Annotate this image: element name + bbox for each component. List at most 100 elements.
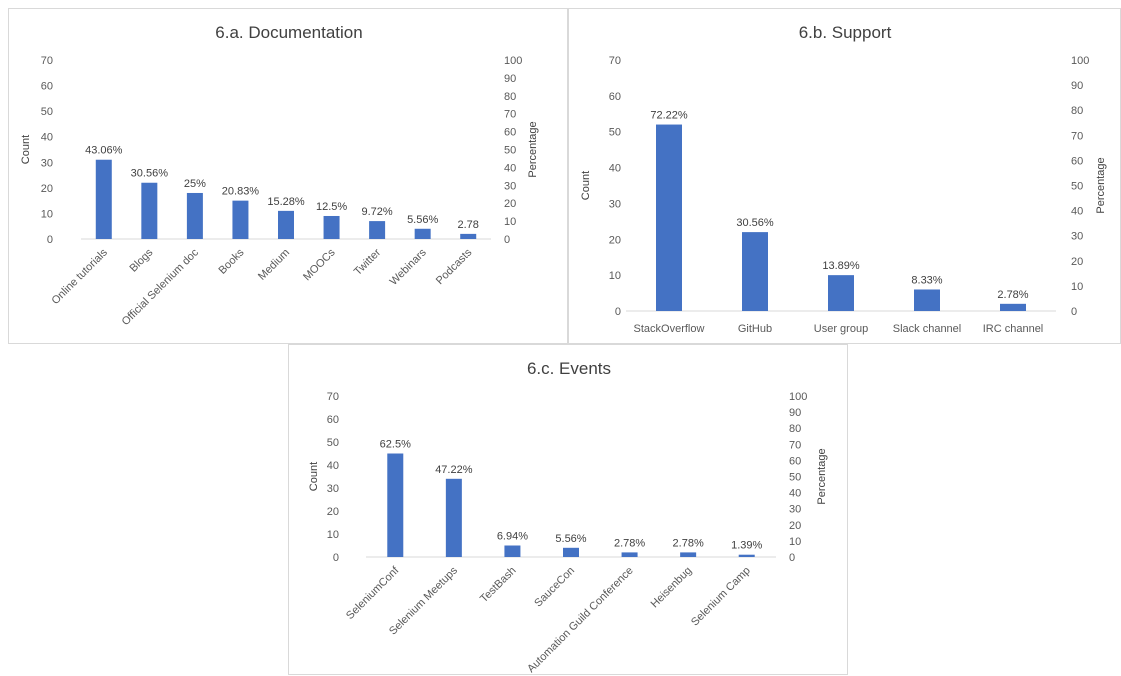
y2-tick-label: 20 <box>1071 256 1083 268</box>
data-label: 2.78% <box>673 537 704 549</box>
y2-tick-label: 40 <box>789 488 801 500</box>
y2-tick-label: 40 <box>1071 206 1083 218</box>
bar <box>95 159 112 239</box>
y-tick-label: 70 <box>41 55 53 67</box>
y-tick-label: 60 <box>327 414 339 426</box>
y2-tick-label: 50 <box>504 145 516 157</box>
chart-panel-support: 6.b. Support 0 10 20 30 40 50 60 70 0 10 20 30 40 50 6… <box>568 8 1121 344</box>
y-tick-label: 20 <box>327 506 339 518</box>
chart-title: 6.b. Support <box>799 23 892 42</box>
category-label: Heisenbug <box>649 565 695 611</box>
data-label: 1.39% <box>731 540 762 552</box>
bar <box>680 552 697 557</box>
category-label: GitHub <box>738 323 772 335</box>
y-tick-label: 10 <box>41 208 53 220</box>
y-tick-label: 70 <box>327 391 339 403</box>
y-tick-label: 20 <box>41 183 53 195</box>
data-label: 47.22% <box>435 464 473 476</box>
data-label: 9.72% <box>362 206 393 218</box>
bar <box>504 545 521 557</box>
category-label: MOOCs <box>301 246 338 283</box>
chart-svg-events: 6.c. Events 0 10 20 30 40 50 60 70 0 10 20 30 40 50 60… <box>308 359 828 676</box>
category-label: StackOverflow <box>634 323 705 335</box>
y2-tick-label: 80 <box>1071 105 1083 117</box>
category-label: User group <box>814 323 868 335</box>
category-label: Automation Guild Conference <box>525 565 636 676</box>
data-label: 2.78 <box>458 219 479 231</box>
y2-tick-label: 70 <box>1071 130 1083 142</box>
data-label: 15.28% <box>267 196 305 208</box>
data-label: 12.5% <box>316 201 347 213</box>
bar <box>563 547 579 557</box>
y2-tick-label: 100 <box>504 55 522 67</box>
y2-tick-label: 10 <box>789 536 801 548</box>
y-tick-label: 60 <box>609 91 621 103</box>
bar <box>369 221 386 239</box>
y-tick-label: 50 <box>327 437 339 449</box>
y-tick-label: 50 <box>609 127 621 139</box>
y-tick-label: 0 <box>333 552 339 564</box>
y2-tick-label: 10 <box>1071 281 1083 293</box>
chart-panel-documentation: 6.a. Documentation 0 10 20 30 40 50 60 70 0 10 20 3… <box>8 8 568 344</box>
y2-tick-label: 30 <box>789 504 801 516</box>
category-label: Online tutorials <box>50 246 111 307</box>
chart-svg-support: 6.b. Support 0 10 20 30 40 50 60 70 0 10 20 30 40 50 6… <box>580 23 1107 335</box>
y2-axis-title: Percentage <box>1095 157 1107 213</box>
y-tick-label: 70 <box>609 55 621 67</box>
category-label: IRC channel <box>983 323 1044 335</box>
y-tick-label: 10 <box>609 270 621 282</box>
category-label: Medium <box>256 247 292 283</box>
y2-tick-label: 0 <box>504 234 510 246</box>
y2-tick-label: 70 <box>789 439 801 451</box>
y-tick-label: 20 <box>609 234 621 246</box>
chart-title: 6.c. Events <box>527 359 611 378</box>
bar <box>1000 303 1026 311</box>
y-tick-label: 0 <box>47 234 53 246</box>
y-tick-label: 50 <box>41 106 53 118</box>
y2-tick-label: 30 <box>504 180 516 192</box>
bar <box>278 210 294 239</box>
data-label: 72.22% <box>650 110 688 122</box>
bar <box>232 200 249 239</box>
y2-tick-label: 50 <box>1071 181 1083 193</box>
category-label: Selenium Camp <box>689 565 753 629</box>
y-tick-label: 10 <box>327 529 339 541</box>
y2-tick-label: 20 <box>789 520 801 532</box>
y2-tick-label: 70 <box>504 109 516 121</box>
data-label: 30.56% <box>131 168 169 180</box>
bar <box>621 552 638 557</box>
y2-tick-label: 90 <box>504 73 516 85</box>
y2-tick-label: 90 <box>1071 80 1083 92</box>
category-label: Blogs <box>128 246 156 274</box>
category-label: Podcasts <box>434 246 475 287</box>
y2-tick-label: 60 <box>789 455 801 467</box>
bar <box>414 228 431 239</box>
y-tick-label: 30 <box>327 483 339 495</box>
y-tick-label: 40 <box>327 460 339 472</box>
y2-tick-label: 0 <box>789 552 795 564</box>
data-label: 5.56% <box>407 214 438 226</box>
data-label: 6.94% <box>497 531 528 543</box>
bar <box>186 192 203 239</box>
y2-tick-label: 0 <box>1071 306 1077 318</box>
y-tick-label: 60 <box>41 81 53 93</box>
category-label: Books <box>216 246 246 276</box>
data-label: 62.5% <box>380 439 411 451</box>
y-axis-title: Count <box>580 171 592 200</box>
y2-tick-label: 10 <box>504 216 516 228</box>
y2-axis-title: Percentage <box>527 121 539 177</box>
y-tick-label: 40 <box>41 132 53 144</box>
y-axis-title: Count <box>308 462 320 491</box>
y2-tick-label: 30 <box>1071 231 1083 243</box>
y2-tick-label: 60 <box>504 127 516 139</box>
data-label: 30.56% <box>736 217 774 229</box>
bar <box>914 289 940 311</box>
bar <box>387 453 404 557</box>
y2-tick-label: 50 <box>789 472 801 484</box>
bar <box>460 233 477 239</box>
y2-tick-label: 60 <box>1071 155 1083 167</box>
y-tick-label: 30 <box>609 198 621 210</box>
bar <box>323 215 340 239</box>
bar <box>656 124 682 312</box>
y2-tick-label: 80 <box>504 91 516 103</box>
